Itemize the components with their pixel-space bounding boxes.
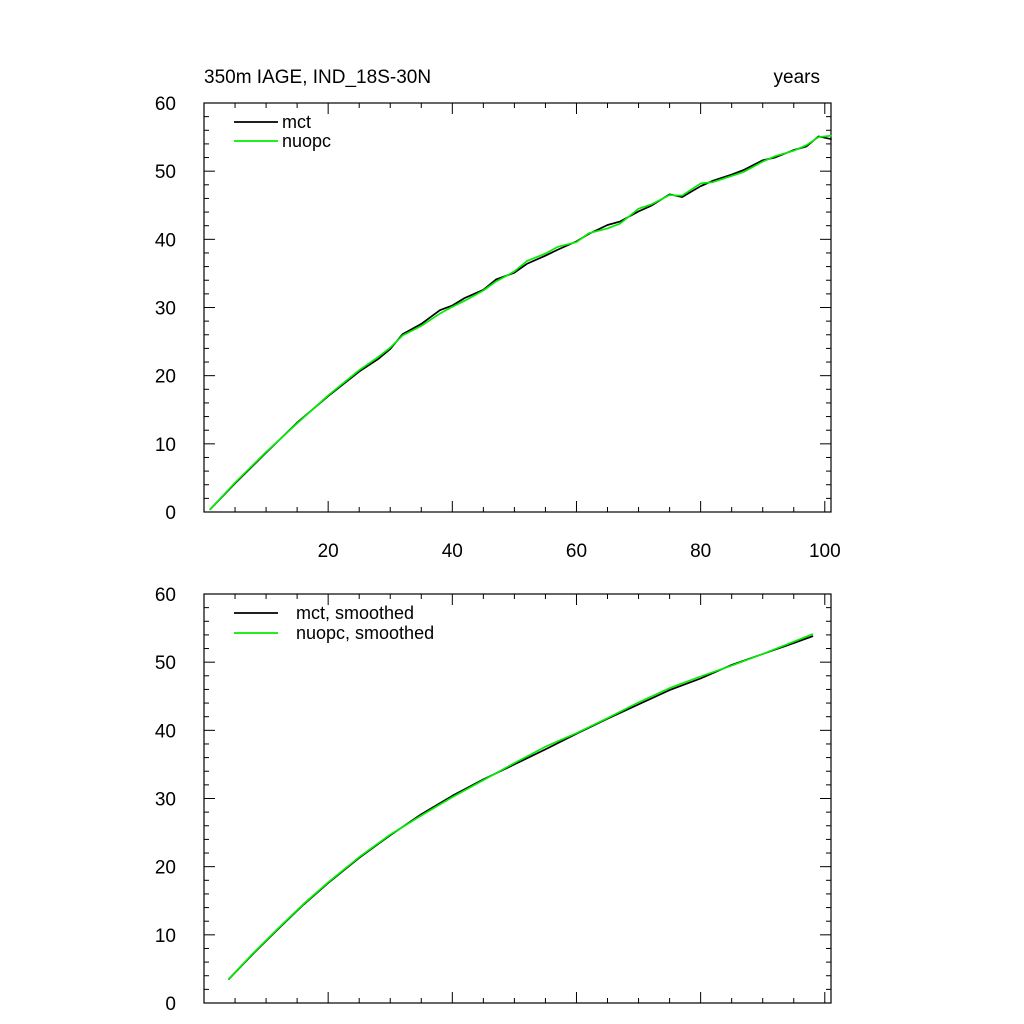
legend-label: mct [282,112,311,132]
y-tick-label: 60 [155,94,176,115]
y-tick-label: 50 [155,162,176,183]
chart-title-right: years [774,67,820,88]
series-line-mct [209,135,832,511]
y-tick-label: 50 [155,653,176,674]
y-tick-label: 10 [155,926,176,947]
x-tick-label: 40 [442,541,463,562]
series-line-nuopc-smoothed [227,633,814,980]
y-tick-label: 20 [155,858,176,879]
x-tick-label: 20 [318,541,339,562]
y-tick-label: 40 [155,230,176,251]
y-tick-label: 20 [155,367,176,388]
plot-frame [203,593,832,1004]
y-tick-label: 10 [155,435,176,456]
legend-label: nuopc, smoothed [296,623,434,643]
x-tick-label: 80 [690,541,711,562]
plot-frame [203,102,832,513]
legend-label: mct, smoothed [296,603,414,623]
series-line-nuopc [209,134,832,511]
x-tick-label: 100 [809,541,841,562]
x-tick-label: 60 [566,541,587,562]
series-line-mct-smoothed [227,635,814,980]
y-tick-label: 60 [155,585,176,606]
legend-label: nuopc [282,131,331,151]
y-tick-label: 30 [155,299,176,320]
y-tick-label: 40 [155,721,176,742]
y-tick-label: 0 [165,994,176,1015]
y-tick-label: 30 [155,790,176,811]
y-tick-label: 0 [165,503,176,524]
chart-title-left: 350m IAGE, IND_18S-30N [204,67,431,88]
